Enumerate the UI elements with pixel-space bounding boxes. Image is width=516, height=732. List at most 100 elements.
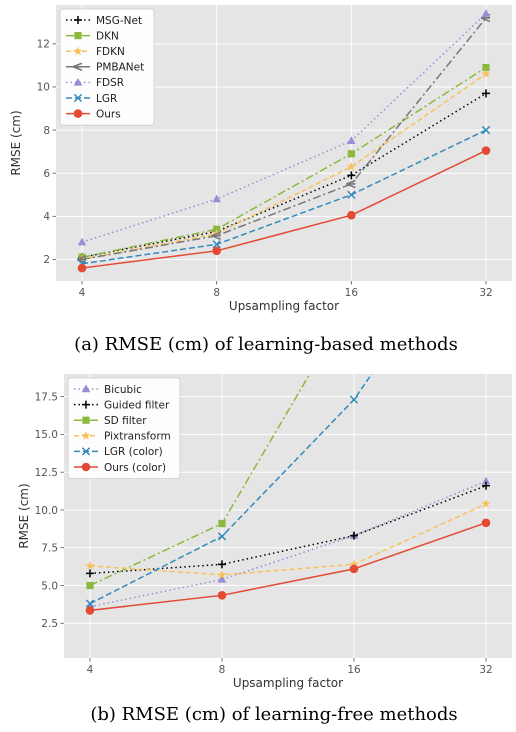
y-tick-label: 2: [43, 254, 50, 266]
data-point-dkn: [347, 150, 355, 158]
data-point-sd-filter: [86, 581, 94, 590]
data-point-ours: [347, 210, 356, 220]
legend-item-pixtransform: Pixtransform: [74, 431, 171, 443]
series-line-ours: [81, 149, 487, 269]
legend-marker: [81, 384, 91, 393]
legend-marker: [73, 109, 83, 118]
y-tick-label: 4: [43, 211, 50, 223]
data-point-fdsr: [481, 9, 491, 17]
data-point-msg-net: [347, 171, 356, 180]
data-point-fdkn: [346, 161, 356, 171]
series-guided-filter: [86, 481, 490, 578]
legend-label: FDSR: [96, 77, 124, 89]
data-point-guided-filter: [218, 560, 226, 569]
x-tick-label: 4: [87, 664, 94, 676]
y-tick-label: 12.5: [35, 467, 58, 479]
legend-label: Ours (color): [104, 462, 166, 474]
data-point-pmbanet: [346, 179, 356, 189]
data-point-lgr-color: [217, 532, 227, 541]
legend-label: Ours: [96, 108, 121, 120]
legend-item-msg-net: MSG-Net: [66, 15, 142, 27]
legend-item-guided-filter: Guided filter: [74, 399, 170, 411]
legend-label: DKN: [96, 30, 119, 42]
legend-item-dkn: DKN: [66, 30, 119, 42]
legend-label: MSG-Net: [96, 15, 142, 27]
x-tick-label: 32: [479, 664, 492, 676]
legend-marker: [82, 416, 90, 424]
y-tick-label: 12: [37, 39, 50, 51]
legend-label: Guided filter: [104, 399, 170, 411]
legend-label: Bicubic: [104, 384, 142, 396]
series-line-fdkn: [81, 73, 487, 261]
x-axis-label: Upsampling factor: [229, 299, 339, 313]
data-point-pmbanet: [76, 255, 87, 264]
y-tick-label: 10.0: [35, 505, 58, 517]
legend-marker: [81, 431, 91, 440]
x-tick-label: 32: [479, 287, 492, 299]
data-point-pixtransform: [217, 570, 227, 579]
grid: [56, 5, 512, 281]
data-point-ours: [481, 146, 491, 155]
data-point-sd-filter: [218, 519, 226, 528]
data-point-lgr: [481, 125, 491, 135]
legend-marker: [81, 462, 91, 472]
chart-learning-based: 2 4 6 8 10 12 4 8 16 32 Upsampling factor RMSE (cm)…: [9, 5, 512, 313]
data-point-pixtransform: [481, 499, 491, 508]
series-fdsr: [77, 9, 491, 246]
data-point-fdsr: [77, 237, 87, 246]
y-tick-label: 6: [43, 168, 50, 180]
legend-label: LGR: [96, 93, 117, 105]
data-point-ours-color: [85, 606, 95, 615]
x-axis-label: Upsampling factor: [233, 676, 343, 690]
data-point-bicubic: [481, 476, 491, 485]
legend-item-pmbanet: PMBANet: [66, 62, 144, 74]
legend-item-lgr: LGR: [66, 93, 117, 105]
legend-label: LGR (color): [104, 446, 163, 458]
caption-learning-free: (b) RMSE (cm) of learning-free methods: [90, 704, 457, 725]
legend: MSG-Net DKN FDKN PMBANet FDSR LGR Ours: [59, 8, 155, 126]
caption-learning-based: (a) RMSE (cm) of learning-based methods: [74, 334, 458, 355]
data-point-fdsr: [347, 136, 356, 145]
series-line-msg-net: [81, 92, 487, 259]
x-tick-label: 8: [219, 664, 226, 676]
legend-item-ours-color: Ours (color): [74, 462, 166, 474]
legend-item-sd-filter: SD filter: [74, 415, 147, 427]
series-line-dkn: [81, 66, 487, 259]
series-line-guided-filter: [89, 485, 487, 575]
series-lgr: [77, 125, 491, 268]
series-lgr-color: [85, 374, 373, 608]
data-point-guided-filter: [86, 569, 94, 578]
series-layer: [76, 9, 491, 273]
data-point-ours: [212, 246, 221, 256]
x-tick-label: 4: [79, 287, 86, 299]
legend: Bicubic Guided filter SD filter Pixtransfor…: [67, 377, 181, 479]
chart-learning-free: 2.5 5.0 7.5 10.0 12.5 15.0 17.5 4 8 16 32 Upsamplin…: [17, 374, 512, 690]
legend-marker: [73, 77, 83, 86]
data-point-lgr-color: [349, 395, 359, 404]
y-tick-label: 2.5: [41, 618, 58, 630]
legend-box: [67, 377, 181, 479]
y-tick-label: 8: [43, 125, 50, 137]
legend-item-fdkn: FDKN: [66, 46, 125, 58]
legend-box: [59, 8, 155, 126]
legend-marker: [74, 16, 82, 24]
y-tick-label: 10: [37, 82, 50, 94]
legend-label: SD filter: [104, 415, 147, 427]
legend-item-lgr-color: LGR (color): [74, 446, 163, 458]
y-tick-label: 17.5: [35, 391, 58, 403]
data-point-msg-net: [482, 89, 490, 98]
y-tick-label: 7.5: [41, 543, 58, 555]
data-point-ours-color: [349, 564, 359, 574]
data-point-pmbanet: [211, 231, 221, 240]
grid: [64, 374, 512, 658]
data-point-fdsr: [212, 194, 221, 203]
y-tick-label: 5.0: [41, 580, 58, 592]
data-point-fdkn: [481, 69, 491, 78]
data-point-lgr: [212, 240, 221, 249]
legend-marker: [73, 93, 83, 103]
series-layer: [85, 374, 491, 615]
data-point-bicubic: [217, 574, 227, 583]
series-ours: [77, 146, 491, 273]
data-point-lgr: [347, 190, 356, 199]
